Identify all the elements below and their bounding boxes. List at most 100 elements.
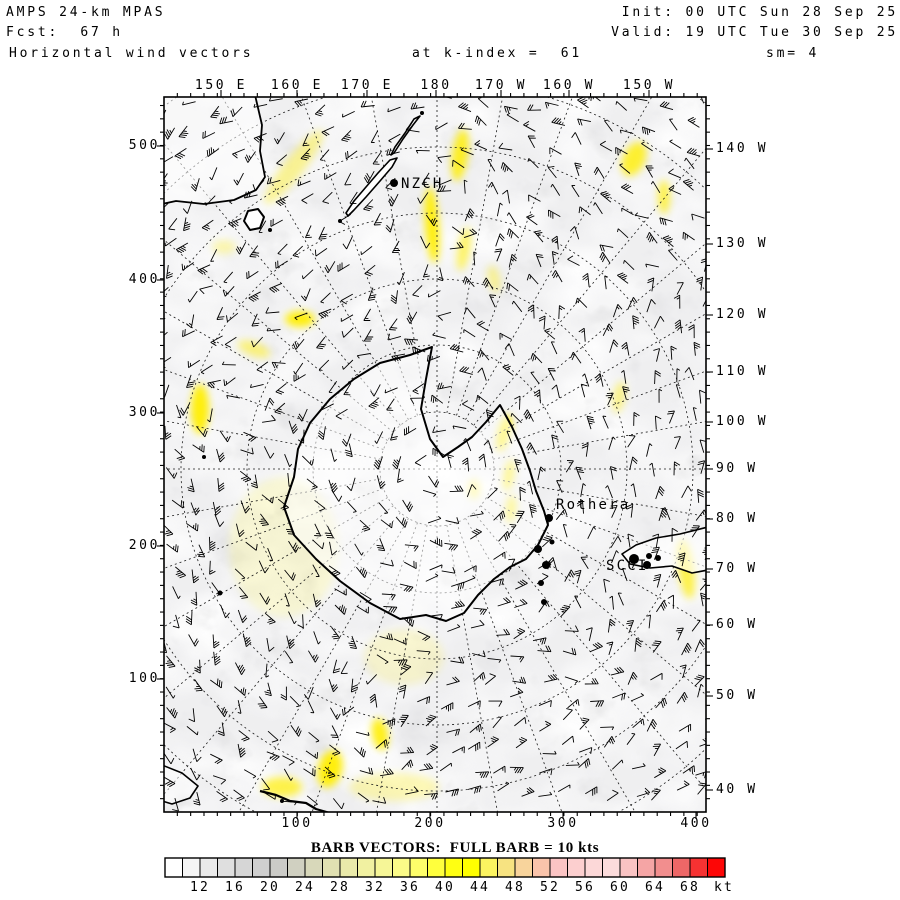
wind-barb <box>646 718 658 732</box>
wind-barb <box>356 353 371 359</box>
wind-barb <box>267 730 279 743</box>
wind-barb <box>391 353 406 362</box>
wind-barb <box>359 592 372 603</box>
island <box>280 799 284 803</box>
meridian-line <box>164 143 401 426</box>
wind-barb <box>373 456 383 470</box>
axis-label-top: 150 E <box>194 78 248 93</box>
colorbar-cell <box>689 857 708 878</box>
wind-barb <box>700 258 706 272</box>
wind-barb <box>412 346 426 356</box>
wind-barb <box>293 362 304 375</box>
wind-barb <box>474 115 487 126</box>
wind-barb <box>349 191 358 205</box>
wind-barb <box>401 759 414 771</box>
wind-barb <box>631 693 644 702</box>
wind-barb <box>364 264 376 277</box>
wind-barb <box>217 478 225 492</box>
wind-barb <box>410 397 424 405</box>
wind-barb <box>514 458 522 473</box>
wind-barb <box>602 415 609 429</box>
wind-barb <box>328 479 338 493</box>
wind-barb <box>183 217 191 232</box>
axis-label-right: 140 W <box>716 141 769 156</box>
wind-barb <box>237 609 248 623</box>
wind-barb <box>470 510 484 517</box>
meridian-line <box>371 97 428 413</box>
wind-barb <box>463 228 478 239</box>
wind-barb <box>263 791 276 800</box>
axis-label-bottom: 300 <box>547 816 579 831</box>
wind-barb <box>297 408 308 422</box>
wind-barb <box>562 523 568 538</box>
wind-barb <box>659 101 674 111</box>
wind-barb <box>172 614 180 629</box>
wind-barb <box>370 384 381 397</box>
wind-barb <box>209 536 216 551</box>
wind-barb <box>252 179 265 191</box>
wind-barb <box>266 176 281 185</box>
station-label-Rothera: Rothera <box>556 497 631 513</box>
wind-barb <box>289 695 300 708</box>
wind-barb <box>634 212 649 219</box>
island <box>549 539 555 545</box>
wind-barb <box>530 371 540 384</box>
wind-barb <box>477 367 487 381</box>
wind-barb <box>426 743 439 756</box>
wind-barb <box>603 578 610 593</box>
wind-barb <box>269 282 283 293</box>
wind-barb <box>238 586 249 599</box>
wind-barb <box>510 655 525 663</box>
yellow-patch-21 <box>349 773 439 801</box>
colorbar-cell <box>304 857 323 878</box>
wind-barb <box>399 714 409 728</box>
wind-barb <box>237 743 246 758</box>
wind-barb <box>502 364 514 376</box>
axis-label-bottom: 100 <box>281 816 313 831</box>
wind-barb <box>555 508 568 520</box>
wind-barb <box>372 796 387 804</box>
wind-barb <box>655 486 665 500</box>
meridian-line <box>238 518 409 812</box>
wind-barb <box>306 795 318 806</box>
wind-barb <box>476 320 489 332</box>
wind-barb <box>636 787 651 797</box>
wind-barb <box>691 213 705 221</box>
wind-barb <box>242 633 252 648</box>
wind-barb <box>328 678 339 693</box>
wind-barb <box>230 106 243 118</box>
wind-barb <box>314 104 326 117</box>
wind-barb <box>301 193 314 204</box>
wind-barb <box>556 480 564 493</box>
wind-barb <box>451 581 465 591</box>
axis-label-top: 180 <box>420 78 452 93</box>
wind-barb <box>248 291 261 302</box>
wind-barb <box>675 740 688 750</box>
wind-barb <box>647 614 651 629</box>
wind-barb <box>610 535 622 548</box>
meridian-line <box>301 97 418 416</box>
yellow-patch-2 <box>456 227 472 271</box>
wind-barb <box>567 255 580 266</box>
wind-barb <box>608 436 616 450</box>
wind-barb <box>187 478 195 493</box>
wind-barb <box>495 233 505 247</box>
colorbar-cell <box>619 857 638 878</box>
wind-barb <box>631 555 639 569</box>
wind-barb <box>523 121 536 132</box>
wind-barb <box>376 475 386 489</box>
meridian-line <box>480 242 706 433</box>
wind-barb <box>268 97 283 102</box>
wind-barb <box>671 527 678 542</box>
wind-barb <box>626 733 636 745</box>
wind-barb <box>538 561 551 570</box>
wind-barb <box>587 526 596 539</box>
wind-barb <box>210 249 218 262</box>
wind-barb <box>544 673 558 683</box>
wind-barb <box>562 647 577 656</box>
wind-barb <box>258 560 269 574</box>
wind-barb <box>380 768 394 777</box>
wind-barb <box>210 335 223 347</box>
wind-barb <box>212 501 222 516</box>
wind-barb <box>694 639 705 653</box>
